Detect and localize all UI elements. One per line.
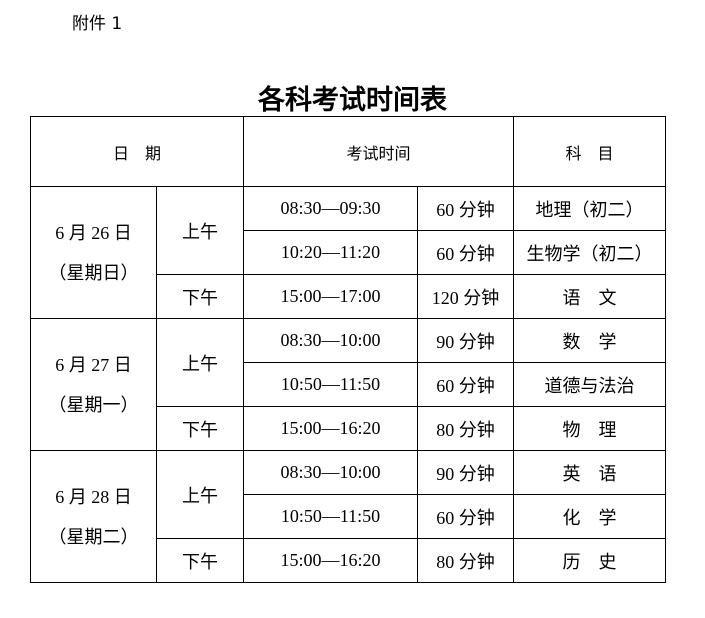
duration-cell: 120 分钟: [417, 274, 514, 319]
subject-cell: 英 语: [513, 450, 666, 495]
duration-cell: 60 分钟: [417, 186, 514, 231]
date-cell: 6 月 28 日 （星期二）: [30, 450, 157, 583]
attachment-label: 附件 1: [72, 14, 123, 34]
period-cell: 上午: [156, 318, 244, 407]
table-row: 10:50—11:50 60 分钟 道德与法治: [31, 362, 666, 407]
table-row: 10:20—11:20 60 分钟 生物学（初二）: [31, 230, 666, 275]
date-text: 6 月 28 日: [55, 486, 132, 507]
table-row: 6 月 28 日 （星期二） 上午 08:30—10:00 90 分钟英 语: [30, 450, 666, 583]
subject-cell: 地理（初二）: [513, 186, 666, 231]
table-row: 10:50—11:50 60 分钟化 学: [31, 494, 666, 539]
time-cell: 15:00—17:00: [243, 274, 418, 319]
exam-schedule-table: 日 期 考试时间 科 目 6 月 26 日（星期日） 上午 08:30—09:30 6…: [30, 116, 666, 583]
page-title: 各科考试时间表: [258, 85, 447, 116]
subject-cell: 化 学: [513, 494, 666, 539]
header-subject: 科 目: [513, 116, 666, 187]
table-row: 下午 15:00—16:20 80 分钟物 理: [31, 406, 666, 451]
date-cell: 6 月 26 日 （星期日）: [30, 186, 157, 319]
duration-cell: 80 分钟: [417, 538, 514, 583]
weekday-text: （星期二）: [48, 526, 139, 547]
duration-cell: 60 分钟: [417, 362, 514, 407]
time-cell: 08:30—10:00: [243, 450, 418, 495]
period-cell: 上午: [156, 186, 244, 275]
subject-cell: 语 文: [513, 274, 666, 319]
table-row: 下午 15:00—17:00 120 分钟语 文: [31, 274, 666, 319]
subject-cell: 物 理: [513, 406, 666, 451]
table-row: 6 月 26 日 （星期日） 上午 08:30—09:30 60 分钟 地理（初二）: [30, 186, 666, 319]
time-cell: 15:00—16:20: [243, 538, 418, 583]
time-cell: 10:50—11:50: [243, 494, 418, 539]
weekday-text: （星期一）: [48, 394, 139, 415]
duration-cell: 60 分钟: [417, 230, 514, 275]
date-text: 6 月 26 日: [55, 222, 132, 243]
time-cell: 10:50—11:50: [243, 362, 418, 407]
time-cell: 10:20—11:20: [243, 230, 418, 275]
period-cell: 上午: [156, 450, 244, 539]
duration-cell: 90 分钟: [417, 318, 514, 363]
time-cell: 15:00—16:20: [243, 406, 418, 451]
date-cell: 6 月 27 日 （星期一）: [30, 318, 157, 451]
date-text: 6 月 27 日: [55, 354, 132, 375]
duration-cell: 90 分钟: [417, 450, 514, 495]
subject-cell: 历 史: [513, 538, 666, 583]
subject-cell: 数 学: [513, 318, 666, 363]
period-cell: 下午: [156, 274, 244, 319]
header-date: 日 期: [30, 116, 244, 187]
period-cell: 下午: [156, 406, 244, 451]
period-cell: 下午: [156, 538, 244, 583]
duration-cell: 60 分钟: [417, 494, 514, 539]
header-row: 日 期 考试时间 科 目: [30, 116, 666, 187]
subject-cell: 生物学（初二）: [513, 230, 666, 275]
time-cell: 08:30—09:30: [243, 186, 418, 231]
subject-cell: 道德与法治: [513, 362, 666, 407]
table-row: 6 月 27 日 （星期一） 上午 08:30—10:00 90 分钟数 学: [30, 318, 666, 451]
table-row: 下午 15:00—16:20 80 分钟历 史: [31, 538, 666, 583]
weekday-text: （星期日）: [48, 262, 139, 283]
time-cell: 08:30—10:00: [243, 318, 418, 363]
duration-cell: 80 分钟: [417, 406, 514, 451]
header-time: 考试时间: [243, 116, 514, 187]
